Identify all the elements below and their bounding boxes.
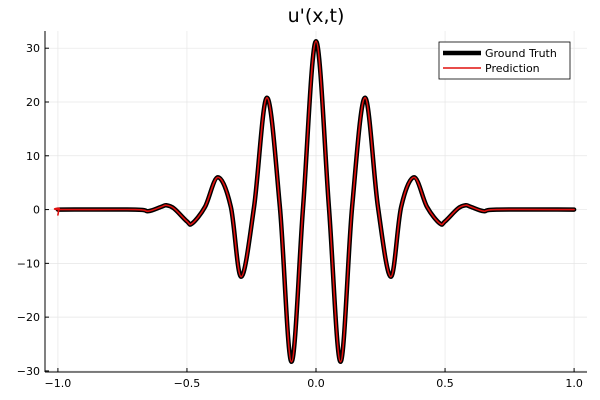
x-tick-label: −1.0: [45, 377, 72, 390]
y-tick-label: −20: [17, 311, 40, 324]
y-tick-label: 10: [26, 150, 40, 163]
x-tick-label: 0.0: [307, 377, 325, 390]
legend-label-prediction: Prediction: [485, 62, 540, 75]
x-tick-label: 0.5: [436, 377, 454, 390]
chart-title: u'(x,t): [288, 5, 345, 27]
series-line-prediction: [53, 40, 575, 363]
y-tick-label: 20: [26, 96, 40, 109]
x-tick-label: −0.5: [174, 377, 201, 390]
grid: [45, 31, 587, 372]
y-tick-label: −30: [17, 365, 40, 378]
legend-box: [438, 41, 571, 80]
y-tick-label: −10: [17, 257, 40, 270]
axes: −1.0 −0.5 0.0 0.5 1.0 −30 −20 −10 0 10 20 30: [17, 31, 587, 390]
x-tick-label: 1.0: [565, 377, 583, 390]
y-tick-label: 0: [33, 204, 40, 217]
series-layer: [53, 38, 577, 365]
legend: Ground Truth Prediction: [438, 41, 571, 80]
y-tick-label: 30: [26, 42, 40, 55]
legend-label-ground-truth: Ground Truth: [485, 47, 557, 60]
